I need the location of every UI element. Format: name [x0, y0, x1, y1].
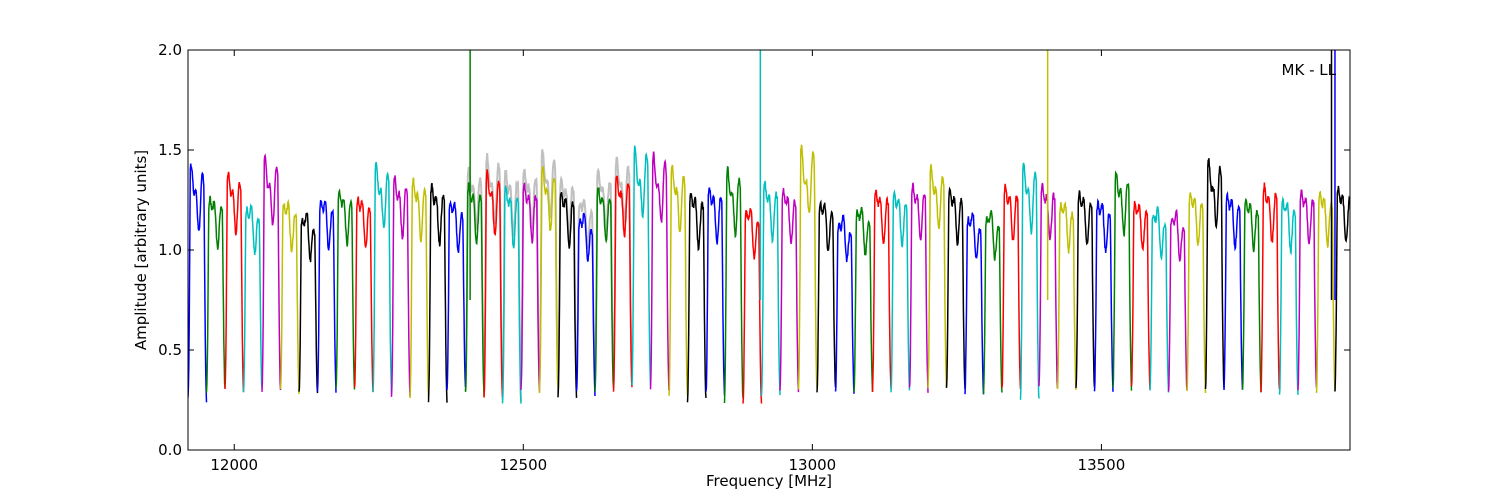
channel-trace: [871, 189, 892, 393]
channel-trace: [1093, 198, 1114, 392]
ticks-layer: 12000 12500 13000 13500 0.0 0.5 1.0 1.5 2.0: [158, 41, 1350, 474]
channel-trace: [1167, 208, 1188, 392]
channel-trace: [335, 188, 356, 390]
channel-trace: [631, 145, 652, 386]
y-tick-label: 2.0: [158, 41, 182, 59]
channel-trace: [834, 213, 855, 394]
channel-trace: [779, 187, 800, 393]
channel-trace: [205, 195, 226, 393]
channel-trace: [668, 164, 689, 396]
channel-trace: [1186, 192, 1207, 394]
channel-trace: [224, 171, 245, 393]
channel-trace: [1334, 185, 1350, 392]
channel-trace: [797, 144, 818, 390]
channel-trace: [964, 212, 985, 395]
channel-trace: [927, 164, 948, 389]
y-tick-label: 0.5: [158, 341, 182, 359]
channel-trace: [686, 192, 707, 403]
channel-trace: [298, 212, 319, 394]
channel-trace: [316, 199, 337, 393]
channel-trace: [1223, 190, 1244, 391]
channel-trace: [483, 169, 504, 398]
channel-trace: [1297, 189, 1318, 391]
y-tick-label: 1.0: [158, 241, 182, 259]
channel-trace: [1001, 183, 1022, 390]
channel-trace: [1204, 158, 1225, 390]
x-tick-label: 12000: [210, 456, 258, 474]
channel-trace: [945, 186, 966, 390]
channel-trace: [853, 206, 874, 392]
channel-trace: [1260, 182, 1281, 393]
channel-trace: [723, 165, 744, 404]
channel-trace: [1112, 170, 1133, 391]
channel-trace: [575, 212, 596, 397]
channel-trace: [742, 208, 763, 404]
channel-trace: [538, 166, 559, 394]
channel-trace: [353, 196, 374, 393]
channel-trace: [372, 161, 393, 394]
channel-trace: [520, 182, 541, 392]
x-tick-label: 12500: [499, 456, 547, 474]
channel-trace: [1130, 200, 1151, 390]
y-axis-label: Amplitude [arbitrary units]: [132, 150, 150, 350]
plot-background: [188, 50, 1350, 450]
channel-trace: [816, 199, 837, 393]
y-tick-label: 0.0: [158, 441, 182, 459]
annotation-label: MK - LL: [1282, 61, 1337, 79]
channel-trace: [242, 202, 263, 393]
channel-trace: [908, 182, 929, 393]
channel-trace: [594, 187, 615, 392]
series-layer: [188, 50, 1350, 404]
x-tick-label: 13000: [788, 456, 836, 474]
channel-trace: [1149, 206, 1170, 393]
channel-trace: [188, 163, 208, 403]
x-axis-label: Frequency [MHz]: [706, 472, 832, 490]
channel-trace: [409, 177, 430, 399]
channel-trace: [760, 180, 781, 397]
channel-trace: [557, 191, 578, 398]
channel-trace: [427, 182, 448, 403]
channel-trace: [279, 198, 300, 395]
channel-trace: [390, 175, 411, 397]
channel-trace: [890, 189, 911, 393]
channel-trace: [501, 185, 522, 404]
channel-trace: [1019, 162, 1040, 400]
channel-trace: [1241, 197, 1262, 393]
channel-trace: [261, 153, 282, 392]
channel-trace: [464, 182, 485, 397]
channel-trace: [1278, 196, 1299, 395]
channel-trace: [982, 210, 1003, 395]
channel-trace: [1056, 200, 1077, 390]
x-tick-label: 13500: [1078, 456, 1126, 474]
channel-trace: [649, 151, 670, 391]
channel-trace: [1075, 190, 1096, 388]
y-tick-label: 1.5: [158, 141, 182, 159]
channel-trace: [705, 187, 726, 396]
channel-trace: [612, 175, 633, 392]
channel-trace: [446, 199, 467, 391]
